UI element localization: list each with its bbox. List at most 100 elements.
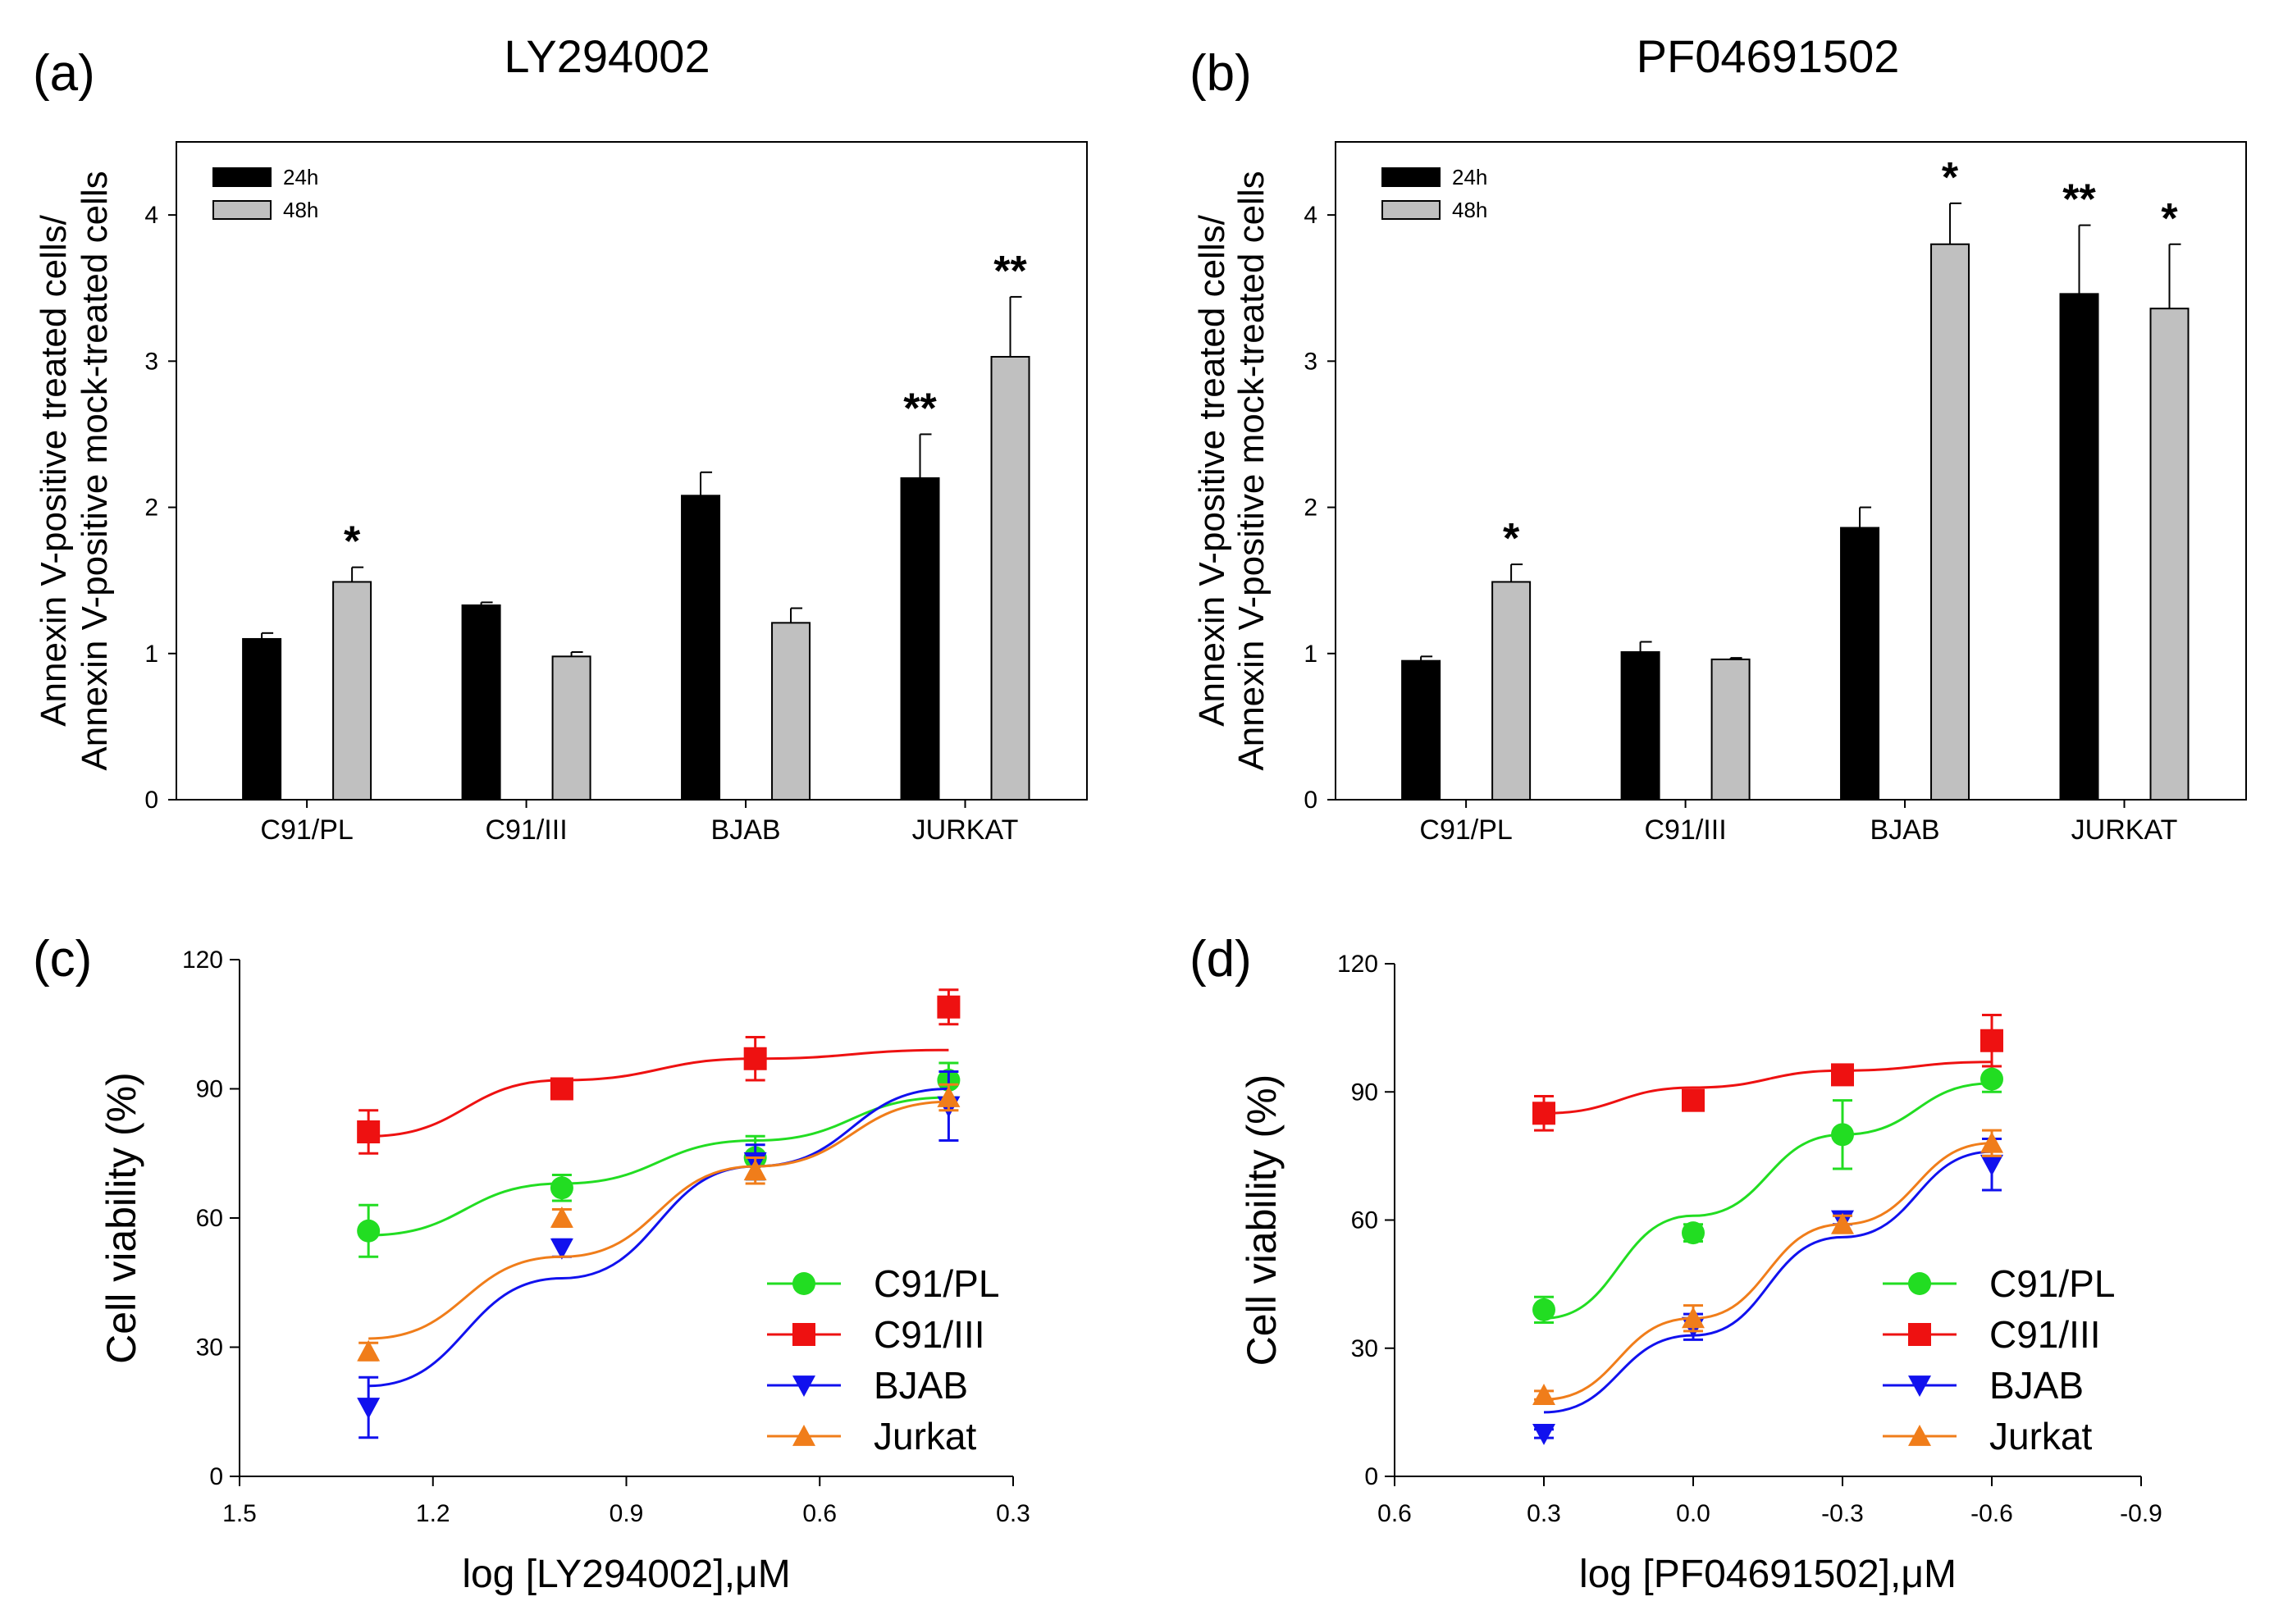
legend-label: 24h <box>283 165 318 189</box>
data-point-C91/III <box>1532 1102 1555 1125</box>
x-tick-label: 0.6 <box>802 1500 837 1527</box>
legend-label: 24h <box>1452 165 1487 189</box>
y-tick-label: 0 <box>209 1463 223 1490</box>
legend-marker-Jurkat <box>792 1425 815 1446</box>
data-point-Jurkat <box>1831 1212 1854 1234</box>
bar-24h <box>2059 293 2099 801</box>
x-category-label: BJAB <box>711 814 781 846</box>
y-axis-title-line1: Annexin V-positive treated cells/ <box>1192 214 1232 726</box>
bar-24h <box>1620 650 1660 801</box>
fit-curve-C91/PL <box>368 1096 949 1237</box>
legend-label: C91/PL <box>874 1262 999 1305</box>
data-point-C91/III <box>357 1120 381 1143</box>
legend-label: C91/III <box>874 1313 985 1356</box>
legend-swatch-48h <box>212 200 272 220</box>
plot-frame <box>1335 141 2247 801</box>
data-point-Jurkat <box>550 1207 573 1228</box>
x-axis-title: log [PF04691502],μM <box>1579 1553 1957 1596</box>
x-tick-label: 1.5 <box>222 1500 257 1527</box>
y-tick-label: 120 <box>182 947 223 974</box>
data-point-BJAB <box>1532 1424 1555 1445</box>
y-tick-label: 0 <box>1364 1463 1378 1490</box>
x-tick-label: 0.9 <box>610 1500 644 1527</box>
legend-label: C91/PL <box>1989 1262 2115 1305</box>
data-point-BJAB <box>550 1238 573 1260</box>
data-point-Jurkat <box>743 1159 767 1181</box>
legend-swatch-24h <box>212 167 272 187</box>
fit-curve-C91/PL <box>1543 1082 1993 1320</box>
data-point-Jurkat <box>937 1086 961 1107</box>
y-tick-label: 60 <box>1351 1207 1378 1234</box>
x-tick-label: 0.0 <box>1676 1500 1710 1527</box>
x-tick-label: 0.3 <box>996 1500 1030 1527</box>
legend-label: BJAB <box>1989 1364 2084 1407</box>
legend-label: Jurkat <box>1989 1415 2092 1457</box>
data-point-BJAB <box>1980 1154 2003 1176</box>
x-category-label: JURKAT <box>2071 814 2178 846</box>
significance-marker: ** <box>993 248 1027 295</box>
y-tick-label: 3 <box>144 348 158 375</box>
panel-label: (a) <box>33 45 95 102</box>
bar-48h <box>1710 658 1751 801</box>
y-axis-title: Cell viability (%) <box>98 1072 144 1364</box>
legend-label: 48h <box>283 198 318 222</box>
x-category-label: JURKAT <box>912 814 1019 846</box>
bar-24h <box>681 495 721 801</box>
y-tick-label: 4 <box>1304 202 1317 229</box>
x-category-label: C91/III <box>485 814 567 846</box>
bar-24h <box>900 477 940 801</box>
x-tick-label: -0.3 <box>1821 1500 1864 1527</box>
bar-48h <box>771 622 811 801</box>
data-point-C91/PL <box>550 1176 573 1200</box>
data-point-C91/III <box>1682 1088 1705 1112</box>
legend-marker-Jurkat <box>1908 1425 1931 1446</box>
x-tick-label: 0.3 <box>1527 1500 1561 1527</box>
x-category-label: C91/III <box>1644 814 1726 846</box>
fit-curve-Jurkat <box>1543 1142 1993 1401</box>
y-axis-title: Cell viability (%) <box>1239 1074 1285 1366</box>
x-category-label: BJAB <box>1870 814 1940 846</box>
data-point-C91/PL <box>1980 1067 2003 1091</box>
x-category-label: C91/PL <box>260 814 353 846</box>
legend-marker-BJAB <box>792 1375 815 1397</box>
data-point-C91/III <box>1831 1063 1854 1087</box>
x-axis-title: log [LY294002],μM <box>462 1553 790 1596</box>
y-tick-label: 0 <box>144 787 158 814</box>
legend-label: Jurkat <box>874 1415 976 1457</box>
data-point-Jurkat <box>1532 1384 1555 1405</box>
x-tick-label: -0.6 <box>1970 1500 2013 1527</box>
legend-marker-C91/PL <box>1908 1272 1931 1295</box>
fit-curve-BJAB <box>368 1088 949 1388</box>
y-tick-label: 90 <box>1351 1079 1378 1106</box>
fit-curve-Jurkat <box>368 1100 949 1340</box>
y-tick-label: 1 <box>1304 641 1317 668</box>
x-tick-label: -0.9 <box>2120 1500 2162 1527</box>
legend-marker-BJAB <box>1908 1375 1931 1397</box>
data-point-Jurkat <box>1682 1307 1705 1329</box>
y-tick-label: 60 <box>196 1205 223 1232</box>
significance-marker: ** <box>903 385 937 432</box>
data-point-C91/III <box>550 1077 573 1101</box>
significance-marker: * <box>1503 515 1520 563</box>
fit-curve-C91/III <box>368 1048 949 1138</box>
y-axis-title-line2: Annexin V-positive mock-treated cells <box>1231 171 1272 770</box>
panel-label: (d) <box>1190 931 1252 988</box>
data-point-C91/III <box>937 995 961 1019</box>
y-tick-label: 120 <box>1337 951 1378 978</box>
bar-24h <box>242 637 282 801</box>
bar-48h <box>990 355 1030 801</box>
bar-48h <box>2149 308 2190 801</box>
data-point-Jurkat <box>1980 1131 2003 1153</box>
data-point-C91/III <box>743 1047 767 1070</box>
x-tick-label: 1.2 <box>416 1500 450 1527</box>
y-tick-label: 2 <box>144 495 158 522</box>
chart-title: PF04691502 <box>1637 30 1900 82</box>
y-tick-label: 0 <box>1304 787 1317 814</box>
panel-d: (d) 0 30 60 90 120 0.6 0.3 0.0 -0.3 -0.6 -0.9 Cell v… <box>1190 931 2162 1596</box>
chart-title: LY294002 <box>504 30 710 82</box>
bar-48h <box>1491 581 1532 801</box>
bar-48h <box>551 655 591 801</box>
fit-curve-C91/III <box>1543 1061 1993 1115</box>
y-tick-label: 30 <box>196 1334 223 1362</box>
bar-24h <box>461 604 501 801</box>
